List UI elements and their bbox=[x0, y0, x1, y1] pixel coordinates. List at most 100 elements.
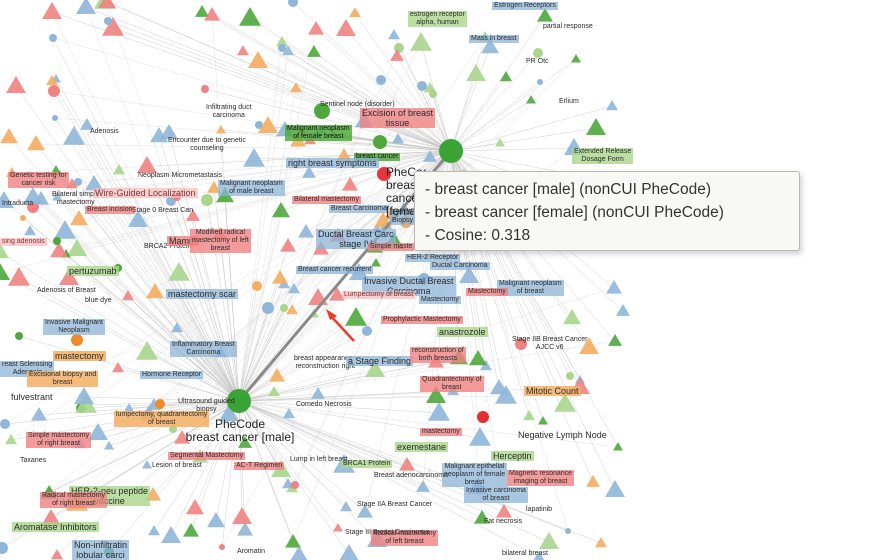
node-triangle[interactable] bbox=[42, 2, 62, 19]
label-mitotic-count[interactable]: Mitotic Count bbox=[524, 386, 581, 396]
node-triangle[interactable] bbox=[258, 116, 278, 133]
label-anastrozole[interactable]: anastrozole bbox=[437, 327, 488, 337]
node-triangle[interactable] bbox=[613, 442, 623, 451]
label-malignant-male[interactable]: Malignant neoplasm of male breast bbox=[218, 180, 285, 196]
label-stage0[interactable]: Stage 0 Breast Can bbox=[132, 207, 194, 214]
hub-node-male[interactable] bbox=[227, 389, 251, 413]
node-triangle[interactable] bbox=[137, 156, 157, 173]
label-biopsy-excision[interactable]: Excisional biopsy and breast bbox=[27, 371, 99, 387]
node-circle[interactable] bbox=[155, 399, 165, 409]
label-brca2[interactable]: BRCA2 Protein bbox=[144, 243, 192, 250]
node-triangle[interactable] bbox=[142, 460, 152, 469]
node-triangle[interactable] bbox=[469, 427, 491, 446]
node-triangle[interactable] bbox=[113, 164, 125, 175]
label-aromatin[interactable]: Aromatin bbox=[237, 548, 266, 555]
node-triangle[interactable] bbox=[554, 393, 576, 412]
node-circle[interactable] bbox=[262, 302, 274, 314]
label-inflammatory-breast[interactable]: Inflammatory Breast Carcinoma bbox=[170, 341, 237, 357]
node-triangle[interactable] bbox=[268, 386, 280, 397]
node-triangle[interactable] bbox=[136, 341, 158, 360]
label-excision-breast[interactable]: Excision of breast tissue bbox=[360, 108, 436, 128]
node-triangle[interactable] bbox=[5, 434, 17, 445]
node-triangle[interactable] bbox=[496, 504, 512, 518]
node-circle[interactable] bbox=[288, 0, 298, 7]
node-circle[interactable] bbox=[0, 542, 8, 554]
node-circle[interactable] bbox=[565, 528, 571, 534]
label-segmental-mastectomy[interactable]: Segmental Mastectomy bbox=[168, 452, 246, 460]
node-triangle[interactable] bbox=[219, 404, 239, 421]
label-lymph-biopsy[interactable]: Lymph Biopsy bbox=[390, 209, 416, 225]
node-triangle[interactable] bbox=[349, 7, 361, 18]
node-triangle[interactable] bbox=[374, 212, 392, 228]
node-triangle[interactable] bbox=[85, 175, 103, 191]
label-mastectomy-scar[interactable]: mastectomy scar bbox=[166, 289, 239, 299]
node-circle[interactable] bbox=[394, 43, 404, 53]
node-triangle[interactable] bbox=[51, 549, 63, 560]
label-partial-response[interactable]: partial response bbox=[543, 23, 593, 30]
label-exemestane[interactable]: exemestane bbox=[395, 442, 449, 452]
node-triangle[interactable] bbox=[526, 95, 536, 104]
node-triangle[interactable] bbox=[606, 280, 622, 294]
node-triangle[interactable] bbox=[500, 71, 512, 82]
label-pr-otc[interactable]: PR Otc bbox=[526, 58, 549, 65]
label-fat-necrosis[interactable]: Fat necrosis bbox=[484, 518, 523, 525]
hub-label-male[interactable]: PheCode breast cancer [male] bbox=[180, 418, 300, 444]
node-triangle[interactable] bbox=[282, 45, 294, 56]
label-prophylactic-mastectomy[interactable]: Prophylactic Mastectomy bbox=[381, 316, 463, 324]
node-triangle[interactable] bbox=[0, 243, 9, 259]
label-ac-regimen[interactable]: AC-T Regimen bbox=[234, 462, 285, 470]
label-malignant-epithelial[interactable]: Malignant epithelial neoplasm of female … bbox=[442, 463, 508, 487]
node-triangle[interactable] bbox=[237, 45, 249, 56]
node-triangle[interactable] bbox=[80, 118, 94, 130]
node-triangle[interactable] bbox=[0, 128, 18, 144]
label-radical-mastectomy-left[interactable]: Radical mastectomy of left breast bbox=[371, 530, 439, 546]
label-right-breast-symptoms[interactable]: right breast symptoms bbox=[286, 158, 379, 168]
node-triangle[interactable] bbox=[537, 8, 553, 22]
label-comedo-necrosis[interactable]: Comedo Necrosis bbox=[296, 401, 352, 408]
node-triangle[interactable] bbox=[290, 546, 308, 560]
label-pertuzumab[interactable]: pertuzumab bbox=[67, 266, 119, 276]
node-circle[interactable] bbox=[377, 167, 391, 181]
label-simple-mastectomy-right[interactable]: Simple mastectomy of right breast bbox=[26, 432, 92, 448]
node-triangle[interactable] bbox=[70, 210, 88, 226]
label-quadrantectomy[interactable]: Quadrantectomy of breast bbox=[420, 376, 484, 392]
label-mastectomy-red[interactable]: Mastectomy bbox=[466, 288, 508, 296]
label-fulvestrant[interactable]: fulvestrant bbox=[11, 392, 53, 402]
node-triangle[interactable] bbox=[481, 38, 499, 54]
node-triangle[interactable] bbox=[290, 82, 302, 93]
label-extended-release[interactable]: Extended Release Dosage Form bbox=[572, 148, 634, 164]
node-triangle[interactable] bbox=[342, 177, 358, 191]
node-triangle[interactable] bbox=[124, 403, 134, 412]
node-triangle[interactable] bbox=[98, 0, 116, 9]
node-triangle[interactable] bbox=[112, 362, 124, 373]
label-taxanes[interactable]: Taxanes bbox=[20, 457, 47, 464]
node-triangle[interactable] bbox=[298, 224, 314, 238]
node-circle[interactable] bbox=[15, 332, 23, 340]
node-triangle[interactable] bbox=[490, 379, 508, 395]
node-triangle[interactable] bbox=[272, 202, 290, 218]
node-triangle[interactable] bbox=[122, 290, 134, 301]
node-triangle[interactable] bbox=[426, 386, 446, 403]
label-malignant-neoplasm-breast[interactable]: Malignant neoplasm of breast bbox=[497, 280, 564, 296]
node-triangle[interactable] bbox=[195, 5, 209, 17]
node-triangle[interactable] bbox=[24, 225, 36, 236]
node-triangle[interactable] bbox=[88, 423, 108, 440]
node-triangle[interactable] bbox=[388, 29, 400, 40]
node-circle[interactable] bbox=[417, 81, 427, 91]
label-lumpectomy-quadrantectomy[interactable]: lumpectomy, quadrantectomy of breast bbox=[114, 411, 210, 427]
node-triangle[interactable] bbox=[283, 408, 295, 419]
node-triangle[interactable] bbox=[340, 501, 352, 512]
node-triangle[interactable] bbox=[183, 523, 199, 537]
node-circle[interactable] bbox=[104, 17, 112, 25]
label-malignant-female[interactable]: Malignant neoplasm of female breast bbox=[285, 125, 352, 141]
node-triangle[interactable] bbox=[63, 126, 85, 145]
node-triangle[interactable] bbox=[23, 187, 43, 204]
label-aromatase[interactable]: Aromatase Inhibitors bbox=[12, 522, 99, 532]
label-sclerosing-adenosis[interactable]: sing adenosis bbox=[0, 238, 47, 246]
hub-node-female[interactable] bbox=[439, 139, 463, 163]
label-invasive-carcinoma[interactable]: Invasive carcinoma of breast bbox=[464, 487, 528, 503]
label-estrogen-receptors[interactable]: Estrogen Receptors bbox=[492, 2, 558, 10]
node-circle[interactable] bbox=[291, 481, 299, 489]
label-breast-cancer-recurrent[interactable]: Breast cancer recurrent bbox=[296, 266, 374, 274]
node-triangle[interactable] bbox=[0, 191, 14, 208]
